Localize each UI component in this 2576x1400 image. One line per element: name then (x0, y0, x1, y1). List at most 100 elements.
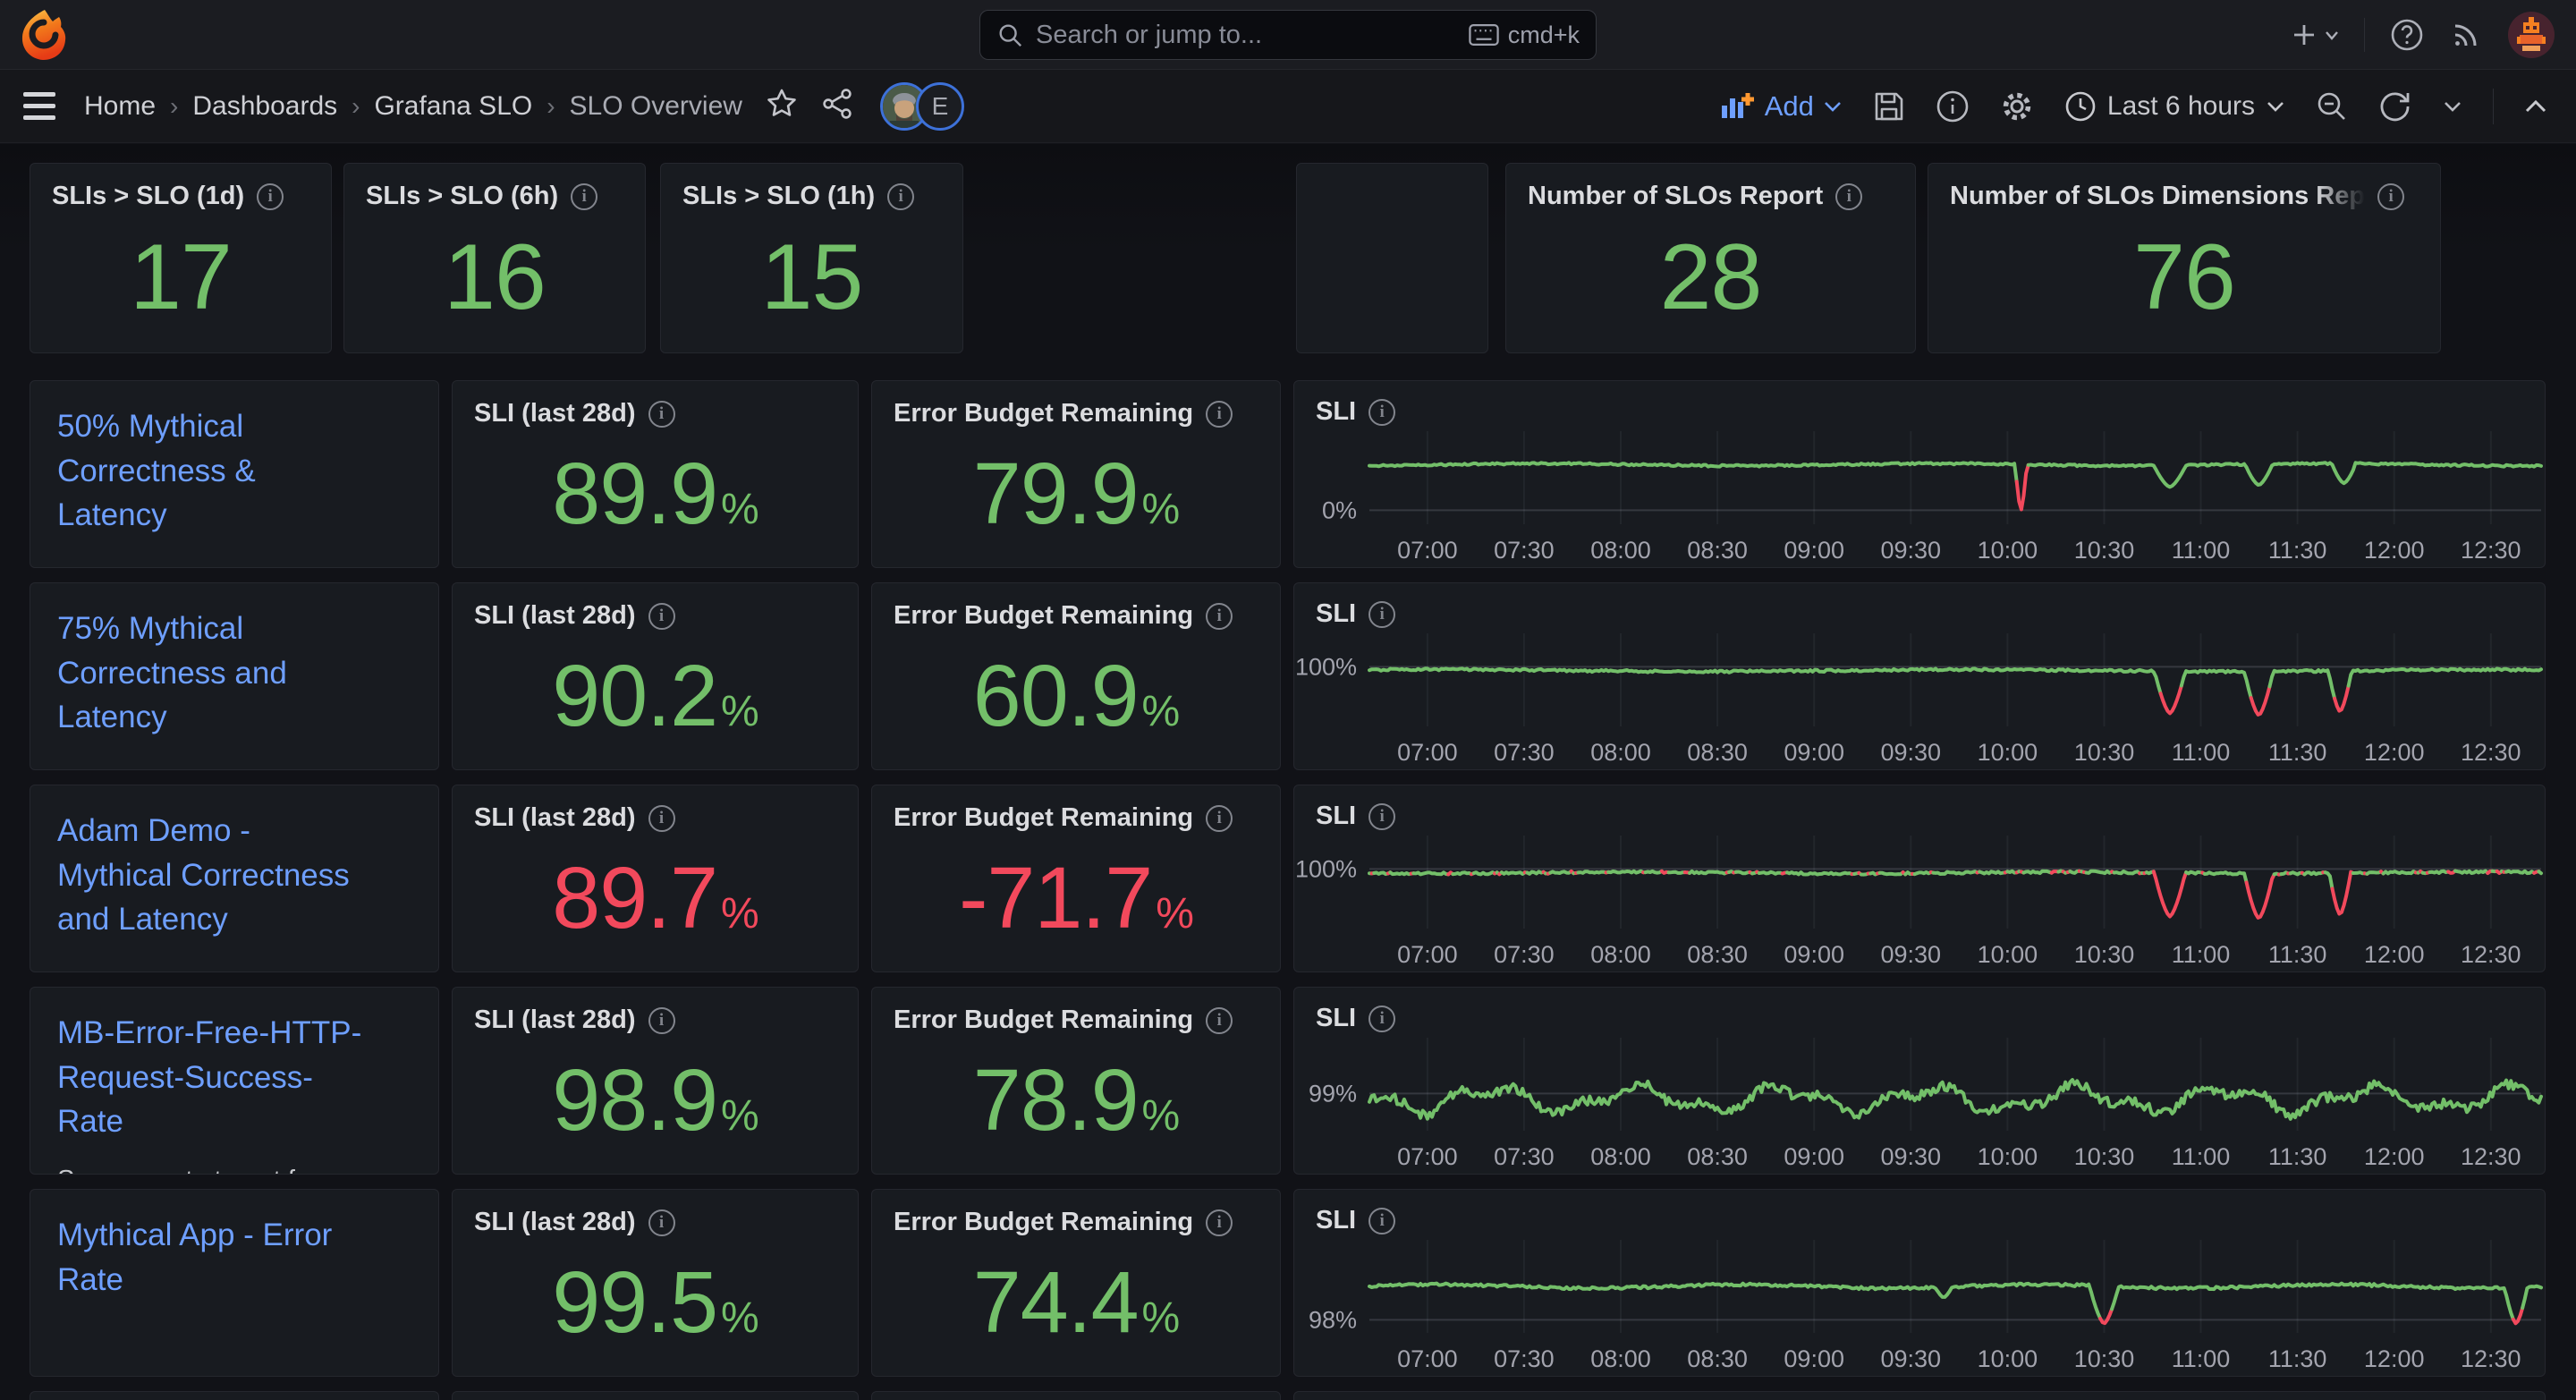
info-icon[interactable]: i (648, 1006, 675, 1034)
panel-header[interactable]: Number of SLOs Dimensions Rep i (1928, 164, 2440, 211)
panel-header[interactable]: SLI (last 28d) i (453, 583, 858, 631)
presence-user-e[interactable]: E (915, 81, 964, 131)
breadcrumb-dashboards[interactable]: Dashboards (192, 90, 338, 121)
top-stat-panel: SLIs > SLO (1d) i 17 (30, 163, 332, 353)
refresh-interval-chevron-icon[interactable] (2443, 100, 2462, 113)
info-icon[interactable]: i (257, 182, 284, 210)
user-avatar[interactable] (2508, 12, 2555, 58)
new-menu-button[interactable] (2292, 21, 2339, 48)
info-icon[interactable]: i (648, 602, 675, 630)
favorite-star-icon[interactable] (766, 88, 798, 124)
sli-timeseries[interactable]: 07:00 07:30 08:00 08:30 09:00 09:30 10:00 10:30… (1294, 381, 2546, 568)
panel-header[interactable]: Error Budget Remaining i (872, 1190, 1280, 1237)
add-panel-icon (1721, 92, 1754, 118)
info-icon[interactable]: i (648, 804, 675, 832)
sli-timeseries[interactable]: 07:00 07:30 08:00 08:30 09:00 09:30 10:00 10:30… (1294, 988, 2546, 1175)
sli-chart-panel: SLI i 07:00 07:30 08:00 08:30 09:00 09:30 10:00 1… (1293, 785, 2546, 972)
info-icon[interactable]: i (1206, 602, 1233, 630)
stat-value-area: 60.9% (872, 623, 1280, 769)
news-icon[interactable] (2449, 18, 2483, 52)
svg-text:08:00: 08:00 (1590, 1143, 1651, 1170)
slo-title-panel: Mythical App - Error Rate (30, 1189, 439, 1377)
slo-link[interactable]: 50% Mythical Correctness & Latency (57, 409, 256, 533)
panel-header[interactable]: Error Budget Remaining i (872, 583, 1280, 631)
stat-value: -71.7% (959, 849, 1194, 946)
stat-value-area: 79.9% (872, 420, 1280, 567)
help-icon[interactable] (2390, 18, 2424, 52)
info-icon[interactable]: i (1206, 1006, 1233, 1034)
slo-title-panel: 75% Mythical Correctness and Latency (30, 582, 439, 770)
sli-timeseries[interactable]: 07:00 07:30 08:00 08:30 09:00 09:30 10:00 10:30… (1294, 1190, 2546, 1377)
panel-header[interactable]: SLI (last 28d) i (453, 785, 858, 833)
panel-header[interactable]: Number of SLOs Report i (1506, 164, 1915, 211)
chart-panel-header[interactable]: SLI i (1316, 802, 1396, 831)
info-icon[interactable]: i (1368, 1005, 1396, 1032)
time-range-picker[interactable]: Last 6 hours (2064, 90, 2285, 123)
slo-link[interactable]: 75% Mythical Correctness and Latency (57, 611, 287, 735)
info-icon[interactable]: i (1368, 1207, 1396, 1235)
percent-suffix: % (721, 1092, 759, 1140)
slo-link[interactable]: Adam Demo - Mythical Correctness and Lat… (57, 813, 350, 938)
svg-text:07:00: 07:00 (1397, 1345, 1458, 1372)
dashboard-settings-icon[interactable] (2000, 89, 2034, 123)
info-icon[interactable]: i (2377, 182, 2405, 210)
info-icon[interactable]: i (1368, 398, 1396, 426)
svg-text:12:00: 12:00 (2364, 537, 2425, 564)
panel-header[interactable]: SLIs > SLO (1d) i (30, 164, 331, 211)
sli-stat-panel: SLI (last 28d) i 99.5% (452, 1189, 859, 1377)
grafana-logo-icon[interactable] (18, 8, 70, 62)
info-icon[interactable]: i (1206, 804, 1233, 832)
menu-toggle-icon[interactable] (23, 92, 55, 120)
svg-text:11:30: 11:30 (2268, 739, 2327, 766)
panel-header[interactable]: Error Budget Remaining i (872, 381, 1280, 428)
svg-text:09:00: 09:00 (1784, 1345, 1844, 1372)
svg-text:07:00: 07:00 (1397, 1143, 1458, 1170)
panel-header[interactable]: SLI (last 28d) i (453, 988, 858, 1035)
chart-panel-header[interactable]: SLI i (1316, 599, 1396, 629)
slo-link[interactable]: MB-Error-Free-HTTP-Request-Success-Rate (57, 1015, 362, 1140)
panel-header[interactable]: SLIs > SLO (1h) i (661, 164, 962, 211)
sli-stat-panel: SLI (last 28d) i 89.9% (452, 380, 859, 568)
refresh-icon[interactable] (2378, 89, 2412, 123)
info-icon[interactable]: i (1368, 600, 1396, 628)
info-icon[interactable]: i (648, 400, 675, 428)
dashboard-insights-icon[interactable] (1936, 89, 1970, 123)
svg-text:10:30: 10:30 (2074, 941, 2135, 968)
info-icon[interactable]: i (887, 182, 915, 210)
chart-panel-header[interactable]: SLI i (1316, 1206, 1396, 1235)
panel-title: SLI (last 28d) (474, 601, 636, 630)
svg-text:11:00: 11:00 (2172, 941, 2231, 968)
presence-avatar[interactable] (879, 81, 928, 131)
panel-title: Error Budget Remaining (894, 1005, 1194, 1034)
info-icon[interactable]: i (1206, 400, 1233, 428)
chart-panel-header[interactable]: SLI i (1316, 397, 1396, 427)
info-icon[interactable]: i (1368, 802, 1396, 830)
collapse-toolbar-icon[interactable] (2524, 98, 2547, 115)
global-search[interactable]: cmd+k (979, 10, 1597, 60)
slo-link[interactable]: Mythical App - Error Rate (57, 1218, 333, 1297)
breadcrumb-home[interactable]: Home (84, 90, 157, 121)
sli-timeseries[interactable]: 07:00 07:30 08:00 08:30 09:00 09:30 10:00 10:30… (1294, 785, 2546, 972)
info-icon[interactable]: i (1835, 182, 1863, 210)
share-icon[interactable] (821, 88, 853, 124)
zoom-out-time-icon[interactable] (2316, 90, 2348, 123)
svg-text:12:00: 12:00 (2364, 1345, 2425, 1372)
svg-text:07:30: 07:30 (1494, 1345, 1555, 1372)
add-panel-button[interactable]: Add (1720, 90, 1843, 123)
svg-text:08:00: 08:00 (1590, 1345, 1651, 1372)
panel-header[interactable]: Error Budget Remaining i (872, 988, 1280, 1035)
panel-header[interactable]: SLI (last 28d) i (453, 1190, 858, 1237)
svg-text:12:30: 12:30 (2461, 739, 2521, 766)
panel-header[interactable]: Error Budget Remaining i (872, 785, 1280, 833)
panel-header[interactable]: SLI (last 28d) i (453, 381, 858, 428)
info-icon[interactable]: i (1206, 1209, 1233, 1236)
breadcrumb-folder[interactable]: Grafana SLO (374, 90, 533, 121)
save-dashboard-icon[interactable] (1873, 90, 1905, 123)
stat-value-area: -71.7% (872, 825, 1280, 972)
info-icon[interactable]: i (648, 1209, 675, 1236)
panel-header[interactable]: SLIs > SLO (6h) i (344, 164, 645, 211)
search-input[interactable] (1036, 20, 1456, 50)
chart-panel-header[interactable]: SLI i (1316, 1004, 1396, 1033)
info-icon[interactable]: i (571, 182, 598, 210)
sli-timeseries[interactable]: 07:00 07:30 08:00 08:30 09:00 09:30 10:00 10:30… (1294, 583, 2546, 770)
